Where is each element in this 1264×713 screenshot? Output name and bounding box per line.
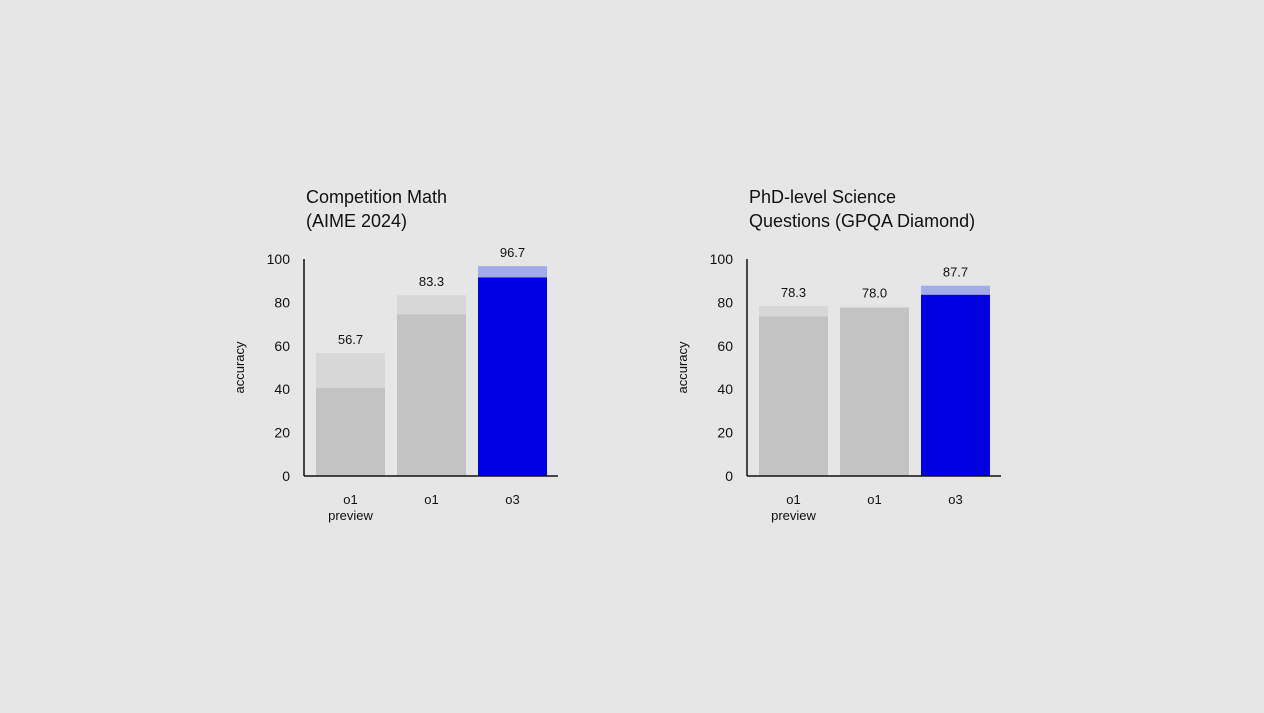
y-tick-label: 20 [274,425,290,441]
x-category-label: preview [771,508,816,523]
chart-title-line: PhD-level Science [749,187,896,207]
bar-segment-extra [840,306,909,308]
bar-segment-extra [921,285,990,295]
bar-segment-base [316,388,385,476]
bar-value-label: 96.7 [500,245,525,260]
x-category-label: o1 [867,492,881,507]
y-tick-label: 0 [725,468,733,484]
y-tick-label: 40 [717,381,733,397]
bar-value-label: 87.7 [943,265,968,280]
bar-segment-base [921,294,990,476]
bar-value-label: 78.0 [862,286,887,301]
bar-segment-base [759,316,828,476]
y-tick-label: 80 [274,294,290,310]
bar-segment-extra [478,266,547,278]
y-tick-label: 60 [717,338,733,354]
bar-value-label: 78.3 [781,285,806,300]
chart-title-line: Competition Math [306,187,447,207]
bar-segment-extra [397,295,466,315]
bar-segment-base [397,314,466,476]
bar-segment-base [478,277,547,476]
x-category-label: preview [328,508,373,523]
x-category-label: o1 [786,492,800,507]
x-category-label: o3 [505,492,519,507]
x-category-label: o3 [948,492,962,507]
y-tick-label: 20 [717,425,733,441]
y-tick-label: 0 [282,468,290,484]
y-tick-label: 100 [267,251,291,267]
x-category-label: o1 [424,492,438,507]
y-tick-label: 60 [274,338,290,354]
y-tick-label: 100 [710,251,734,267]
chart-title-line: Questions (GPQA Diamond) [749,211,975,231]
y-tick-label: 40 [274,381,290,397]
bar-segment-base [840,307,909,476]
y-axis-title: accuracy [675,341,690,394]
x-category-label: o1 [343,492,357,507]
bar-segment-extra [759,306,828,317]
y-tick-label: 80 [717,294,733,310]
bar-segment-extra [316,352,385,389]
chart-title-line: (AIME 2024) [306,211,407,231]
y-axis-title: accuracy [232,341,247,394]
bar-value-label: 56.7 [338,332,363,347]
bar-value-label: 83.3 [419,274,444,289]
